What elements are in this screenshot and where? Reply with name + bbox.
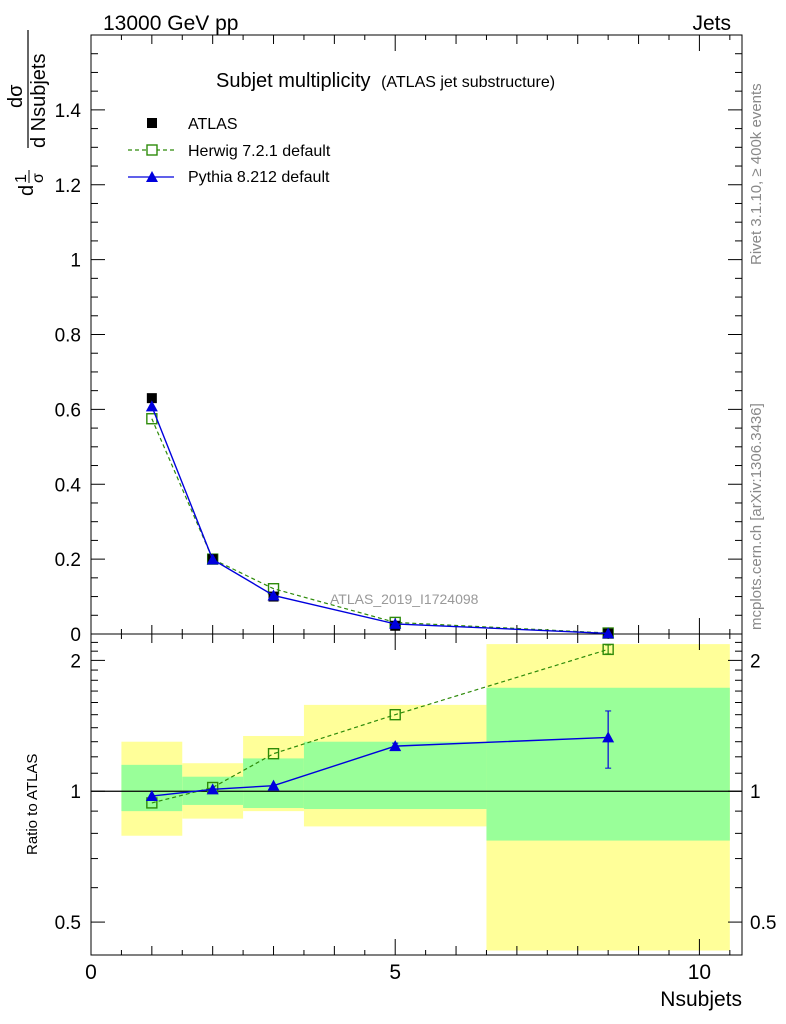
mcplots-label: mcplots.cern.ch [arXiv:1306.3436] bbox=[748, 403, 765, 630]
main-point-pythia bbox=[206, 553, 219, 565]
main-point-pythia bbox=[145, 400, 158, 412]
ratio-frame-box bbox=[90, 633, 743, 956]
ylabel-numerator: dσ bbox=[5, 84, 27, 108]
main-ytick-label: 1.4 bbox=[55, 101, 82, 122]
ratio-point-pythia bbox=[267, 779, 280, 791]
header-right-label: Jets bbox=[692, 12, 731, 35]
main-ytick-label: 0.6 bbox=[55, 400, 81, 421]
ratio-point-pythia bbox=[206, 783, 219, 795]
main-ytick-label: 0.8 bbox=[55, 326, 81, 347]
legend-herwig-marker bbox=[146, 144, 158, 156]
ylabel-d-prefix: d bbox=[16, 185, 38, 196]
main-point-atlas bbox=[146, 393, 157, 404]
legend-pythia-label: Pythia 8.212 default bbox=[188, 169, 330, 186]
analysis-label: ATLAS_2019_I1724098 bbox=[330, 591, 479, 607]
legend-atlas-marker bbox=[147, 118, 157, 128]
main-ytick-label: 1 bbox=[70, 251, 81, 272]
legend-atlas-label: ATLAS bbox=[188, 116, 238, 133]
main-line-herwig bbox=[151, 418, 609, 634]
ratio-ytick-label-left: 0.5 bbox=[55, 913, 81, 934]
chart-title-main: Subjet multiplicity bbox=[216, 70, 371, 92]
ratio-xtick-label: 0 bbox=[85, 961, 97, 984]
ylabel-denominator: d Nsubjets bbox=[28, 54, 50, 149]
main-panel-frame: 0 0.2 0.4 0.6 0.8 1 1.2 1.4 bbox=[55, 34, 743, 646]
ratio-point-pythia bbox=[602, 731, 615, 743]
main-point-pythia bbox=[389, 617, 402, 629]
ratio-point-herwig bbox=[602, 643, 614, 656]
ylabel-sigma: σ bbox=[30, 173, 47, 183]
rivet-label: Rivet 3.1.10, ≥ 400k events bbox=[748, 83, 765, 265]
x-axis-label: Nsubjets bbox=[660, 988, 742, 1011]
ylabel-one: 1 bbox=[13, 174, 30, 183]
main-ytick-label: 0.2 bbox=[55, 550, 81, 571]
ratio-bands bbox=[121, 644, 730, 951]
ratio-point-pythia bbox=[389, 740, 402, 752]
ratio-point-herwig bbox=[267, 747, 280, 760]
main-plot bbox=[145, 393, 615, 639]
ratio-band-inner-0 bbox=[121, 764, 183, 812]
ratio-point-herwig bbox=[389, 708, 401, 721]
chart-title: Subjet multiplicity (ATLAS jet substruct… bbox=[216, 70, 555, 92]
main-point-pythia bbox=[267, 589, 280, 601]
ratio-panel-frame: 0 5 10 0.5 0.5 1 1 2 2 bbox=[55, 633, 776, 984]
main-ytick-label: 0 bbox=[70, 625, 81, 646]
ratio-ytick-label-right: 2 bbox=[750, 651, 761, 672]
legend: ATLAS Herwig 7.2.1 default Pythia 8.212 … bbox=[128, 116, 331, 186]
ratio-ytick-label-left: 2 bbox=[70, 651, 81, 672]
legend-pythia-marker bbox=[146, 171, 158, 182]
main-y-axis-label: d 1 σ dσ d Nsubjets bbox=[5, 30, 50, 196]
ratio-plot bbox=[145, 643, 615, 809]
main-ytick-label: 0.4 bbox=[55, 475, 82, 496]
main-ytick-label: 1.2 bbox=[55, 176, 81, 197]
ratio-ytick-label-right: 1 bbox=[750, 782, 761, 803]
ratio-xtick-label: 10 bbox=[688, 961, 711, 984]
ratio-point-pythia bbox=[145, 790, 158, 802]
ratio-band-inner-3 bbox=[303, 741, 487, 810]
ratio-ytick-label-right: 0.5 bbox=[750, 913, 776, 934]
main-point-pythia bbox=[602, 627, 615, 639]
ratio-xtick-label: 5 bbox=[389, 961, 401, 984]
header-left-label: 13000 GeV pp bbox=[103, 12, 238, 35]
ratio-y-axis-label: Ratio to ATLAS bbox=[24, 754, 41, 855]
ratio-ytick-label-left: 1 bbox=[70, 782, 81, 803]
chart-title-sub: (ATLAS jet substructure) bbox=[381, 74, 555, 91]
legend-herwig-label: Herwig 7.2.1 default bbox=[188, 143, 331, 160]
